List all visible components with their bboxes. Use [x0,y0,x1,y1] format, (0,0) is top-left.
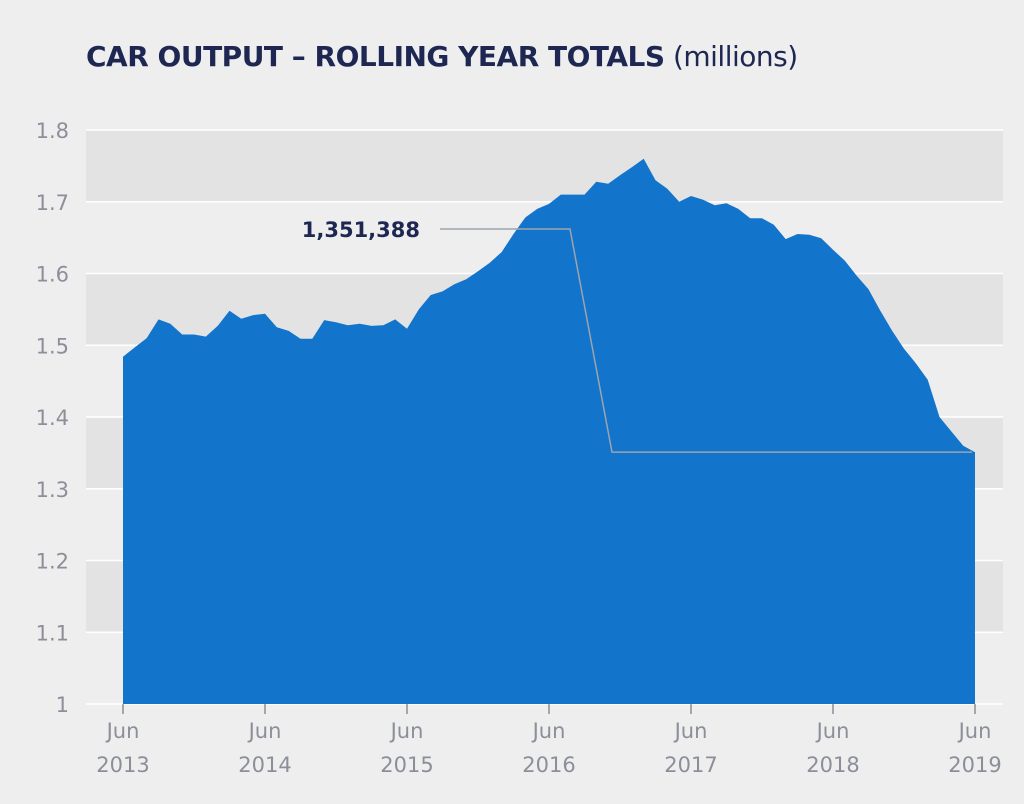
x-tick-month: Jun [247,719,282,743]
x-tick-year: 2014 [238,753,291,777]
y-tick-label: 1 [56,693,69,717]
y-tick-label: 1.5 [36,334,69,358]
y-tick-label: 1.4 [36,406,69,430]
x-tick-month: Jun [815,719,850,743]
x-tick-year: 2013 [96,753,149,777]
x-tick-month: Jun [389,719,424,743]
y-tick-label: 1.8 [36,119,69,143]
x-tick-year: 2019 [948,753,1001,777]
x-tick-year: 2018 [806,753,859,777]
chart-title-main: CAR OUTPUT – ROLLING YEAR TOTALS [86,40,665,73]
y-tick-label: 1.7 [36,191,69,215]
area-series [123,158,975,704]
y-tick-label: 1.6 [36,263,69,287]
chart-title-unit: (millions) [672,40,798,73]
chart-title: CAR OUTPUT – ROLLING YEAR TOTALS (millio… [86,40,798,73]
x-tick-month: Jun [531,719,566,743]
y-tick-label: 1.3 [36,478,69,502]
x-tick-year: 2016 [522,753,575,777]
y-tick-label: 1.1 [36,621,69,645]
annotation-label: 1,351,388 [302,218,420,242]
annotation-leader-line [440,228,972,453]
x-tick-month: Jun [105,719,140,743]
grid-band [86,130,1003,202]
y-tick-label: 1.2 [36,550,69,574]
x-tick-year: 2017 [664,753,717,777]
x-tick-month: Jun [673,719,708,743]
x-tick-month: Jun [957,719,992,743]
x-tick-year: 2015 [380,753,433,777]
